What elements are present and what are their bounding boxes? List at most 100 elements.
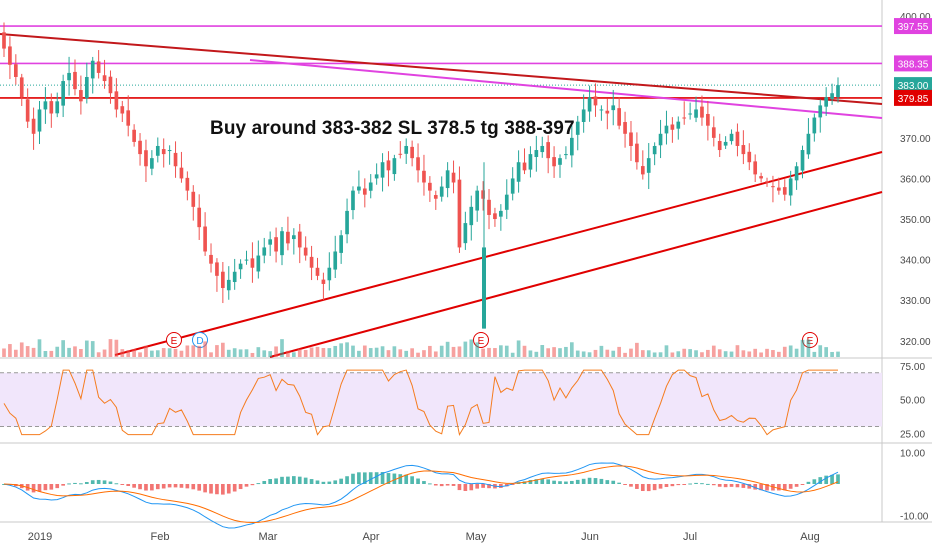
volume-bar <box>688 349 692 357</box>
macd-histogram-bar <box>463 484 468 491</box>
macd-histogram-bar <box>333 480 338 484</box>
macd-histogram-bar <box>37 484 42 492</box>
candle-body <box>43 101 48 110</box>
price-tick-label: 330.00 <box>900 296 931 307</box>
candle-body <box>49 101 54 114</box>
price-label-text: 379.85 <box>898 94 929 105</box>
candle-body <box>806 133 811 155</box>
macd-histogram-bar <box>345 476 349 484</box>
macd-histogram-bar <box>682 484 687 485</box>
candle-body <box>179 167 184 179</box>
macd-histogram-bar <box>487 484 491 489</box>
volume-bar <box>173 348 178 357</box>
candle-body <box>150 158 154 169</box>
macd-histogram-bar <box>132 484 136 488</box>
macd-histogram-bar <box>806 481 811 484</box>
volume-bar <box>256 347 261 357</box>
candle-body <box>635 143 639 163</box>
macd-histogram-bar <box>830 474 834 484</box>
candle-body <box>256 255 261 272</box>
volume-bar <box>830 351 834 357</box>
candle-body <box>534 150 539 158</box>
macd-histogram-bar <box>457 484 462 491</box>
candle-body <box>197 207 202 228</box>
macd-histogram-bar <box>368 472 373 484</box>
volume-bar <box>215 345 219 357</box>
candle-body <box>664 125 669 134</box>
candle-body <box>155 145 160 156</box>
candle-body <box>782 187 787 195</box>
candle-body <box>286 231 290 244</box>
price-label-bg <box>894 55 932 72</box>
volume-bar <box>569 342 574 357</box>
volume-bar <box>646 350 651 357</box>
volume-bar <box>8 344 12 357</box>
macd-histogram-bar <box>564 481 568 484</box>
macd-histogram-bar <box>540 478 545 484</box>
macd-histogram-bar <box>309 479 314 484</box>
macd-histogram-bar <box>256 483 261 485</box>
volume-bar <box>451 346 456 357</box>
volume-bar <box>599 345 604 357</box>
candle-body <box>646 158 651 173</box>
candle-body <box>593 96 598 106</box>
candle-body <box>416 157 420 171</box>
price-label-text: 397.55 <box>898 22 929 33</box>
volume-bar <box>144 345 148 357</box>
candle-body <box>729 133 734 142</box>
macd-histogram-bar <box>197 484 202 491</box>
candle-body <box>504 194 509 210</box>
candle-body <box>362 188 367 195</box>
macd-histogram-bar <box>84 482 89 484</box>
macd-histogram-bar <box>79 483 83 485</box>
macd-histogram-bar <box>676 484 681 486</box>
macd-histogram-bar <box>173 484 178 488</box>
macd-histogram-bar <box>138 484 142 490</box>
candle-body <box>676 121 681 129</box>
candle-body <box>120 106 125 114</box>
macd-histogram-bar <box>155 484 160 490</box>
volume-bar <box>457 346 462 357</box>
trade-annotation: Buy around 383-382 SL 378.5 tg 388-397 <box>210 118 575 139</box>
rsi-tick-label: 50.00 <box>900 396 925 407</box>
candle-body <box>794 166 799 181</box>
candle-body <box>694 109 698 118</box>
volume-bar <box>226 349 231 357</box>
volume-bar <box>428 345 432 357</box>
price-tick-label: 340.00 <box>900 256 931 267</box>
macd-histogram-bar <box>416 478 420 484</box>
macd-histogram-bar <box>221 484 225 495</box>
candle-body <box>191 191 196 207</box>
macd-histogram-bar <box>646 484 651 492</box>
candle-body <box>747 151 752 163</box>
volume-bar <box>351 345 355 357</box>
event-marker-label: D <box>196 336 203 347</box>
macd-histogram-bar <box>504 484 509 487</box>
volume-bar <box>753 348 758 357</box>
macd-histogram-bar <box>688 483 692 485</box>
candle-body <box>173 152 178 167</box>
volume-bar <box>374 347 379 357</box>
volume-bar <box>528 350 533 357</box>
macd-histogram-bar <box>617 482 621 484</box>
volume-bar <box>61 340 65 357</box>
candle-body <box>138 140 142 155</box>
candle-body <box>741 145 746 155</box>
macd-histogram-bar <box>753 484 758 490</box>
candle-body <box>510 178 515 194</box>
volume-bar <box>777 351 781 357</box>
macd-histogram-bar <box>280 476 284 484</box>
macd-histogram-bar <box>670 484 675 487</box>
candle-body <box>451 172 456 183</box>
candle-body <box>516 162 521 182</box>
volume-bar <box>185 345 190 357</box>
volume-bar <box>617 346 621 357</box>
descending-trendline <box>0 33 883 105</box>
candle-body <box>812 117 817 134</box>
macd-histogram-bar <box>428 483 432 485</box>
volume-bar <box>410 348 414 357</box>
candle-body <box>428 182 432 191</box>
candle-body <box>700 106 704 118</box>
volume-bar <box>534 351 539 357</box>
time-axis-label: Apr <box>362 531 379 543</box>
